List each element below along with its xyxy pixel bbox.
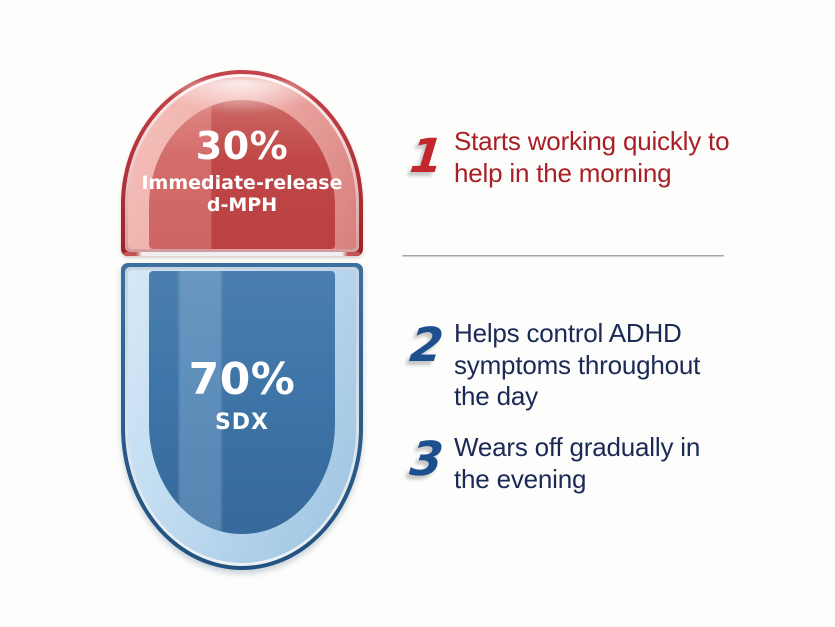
capsule-top-red-half <box>121 70 363 256</box>
capsule-bottom-label: SDX <box>214 410 270 435</box>
point-3-number: 3 <box>407 432 446 487</box>
benefit-point-1: 1 Starts working quickly to help in the … <box>401 126 729 189</box>
benefit-point-2: 2 Helps control ADHD symptoms throughout… <box>401 318 700 413</box>
capsule-bottom-blue-half <box>121 263 363 570</box>
capsule-illustration: 30% Immediate-release d-MPH 70% SDX <box>121 70 363 570</box>
capsule-top-text: 30% Immediate-release d-MPH <box>121 124 363 216</box>
point-1-text: Starts working quickly to help in the mo… <box>454 126 730 188</box>
capsule-top-highlight <box>155 79 329 115</box>
point-2-number: 2 <box>407 318 446 373</box>
capsule-bottom-text: 70% SDX <box>121 354 363 436</box>
capsule-bottom-core <box>149 271 335 534</box>
capsule-seam-edge <box>124 252 360 256</box>
capsule-top-label: Immediate-release d-MPH <box>141 171 343 216</box>
section-divider <box>402 255 724 257</box>
point-2-text: Helps control ADHD symptoms throughout t… <box>454 318 701 411</box>
capsule-top-percent: 30% <box>195 124 289 168</box>
benefit-point-3: 3 Wears off gradually in the evening <box>401 432 700 495</box>
point-3-text: Wears off gradually in the evening <box>454 432 701 494</box>
capsule-top-core <box>149 100 335 249</box>
capsule-bottom-percent: 70% <box>188 354 296 405</box>
point-1-number: 1 <box>407 129 446 184</box>
